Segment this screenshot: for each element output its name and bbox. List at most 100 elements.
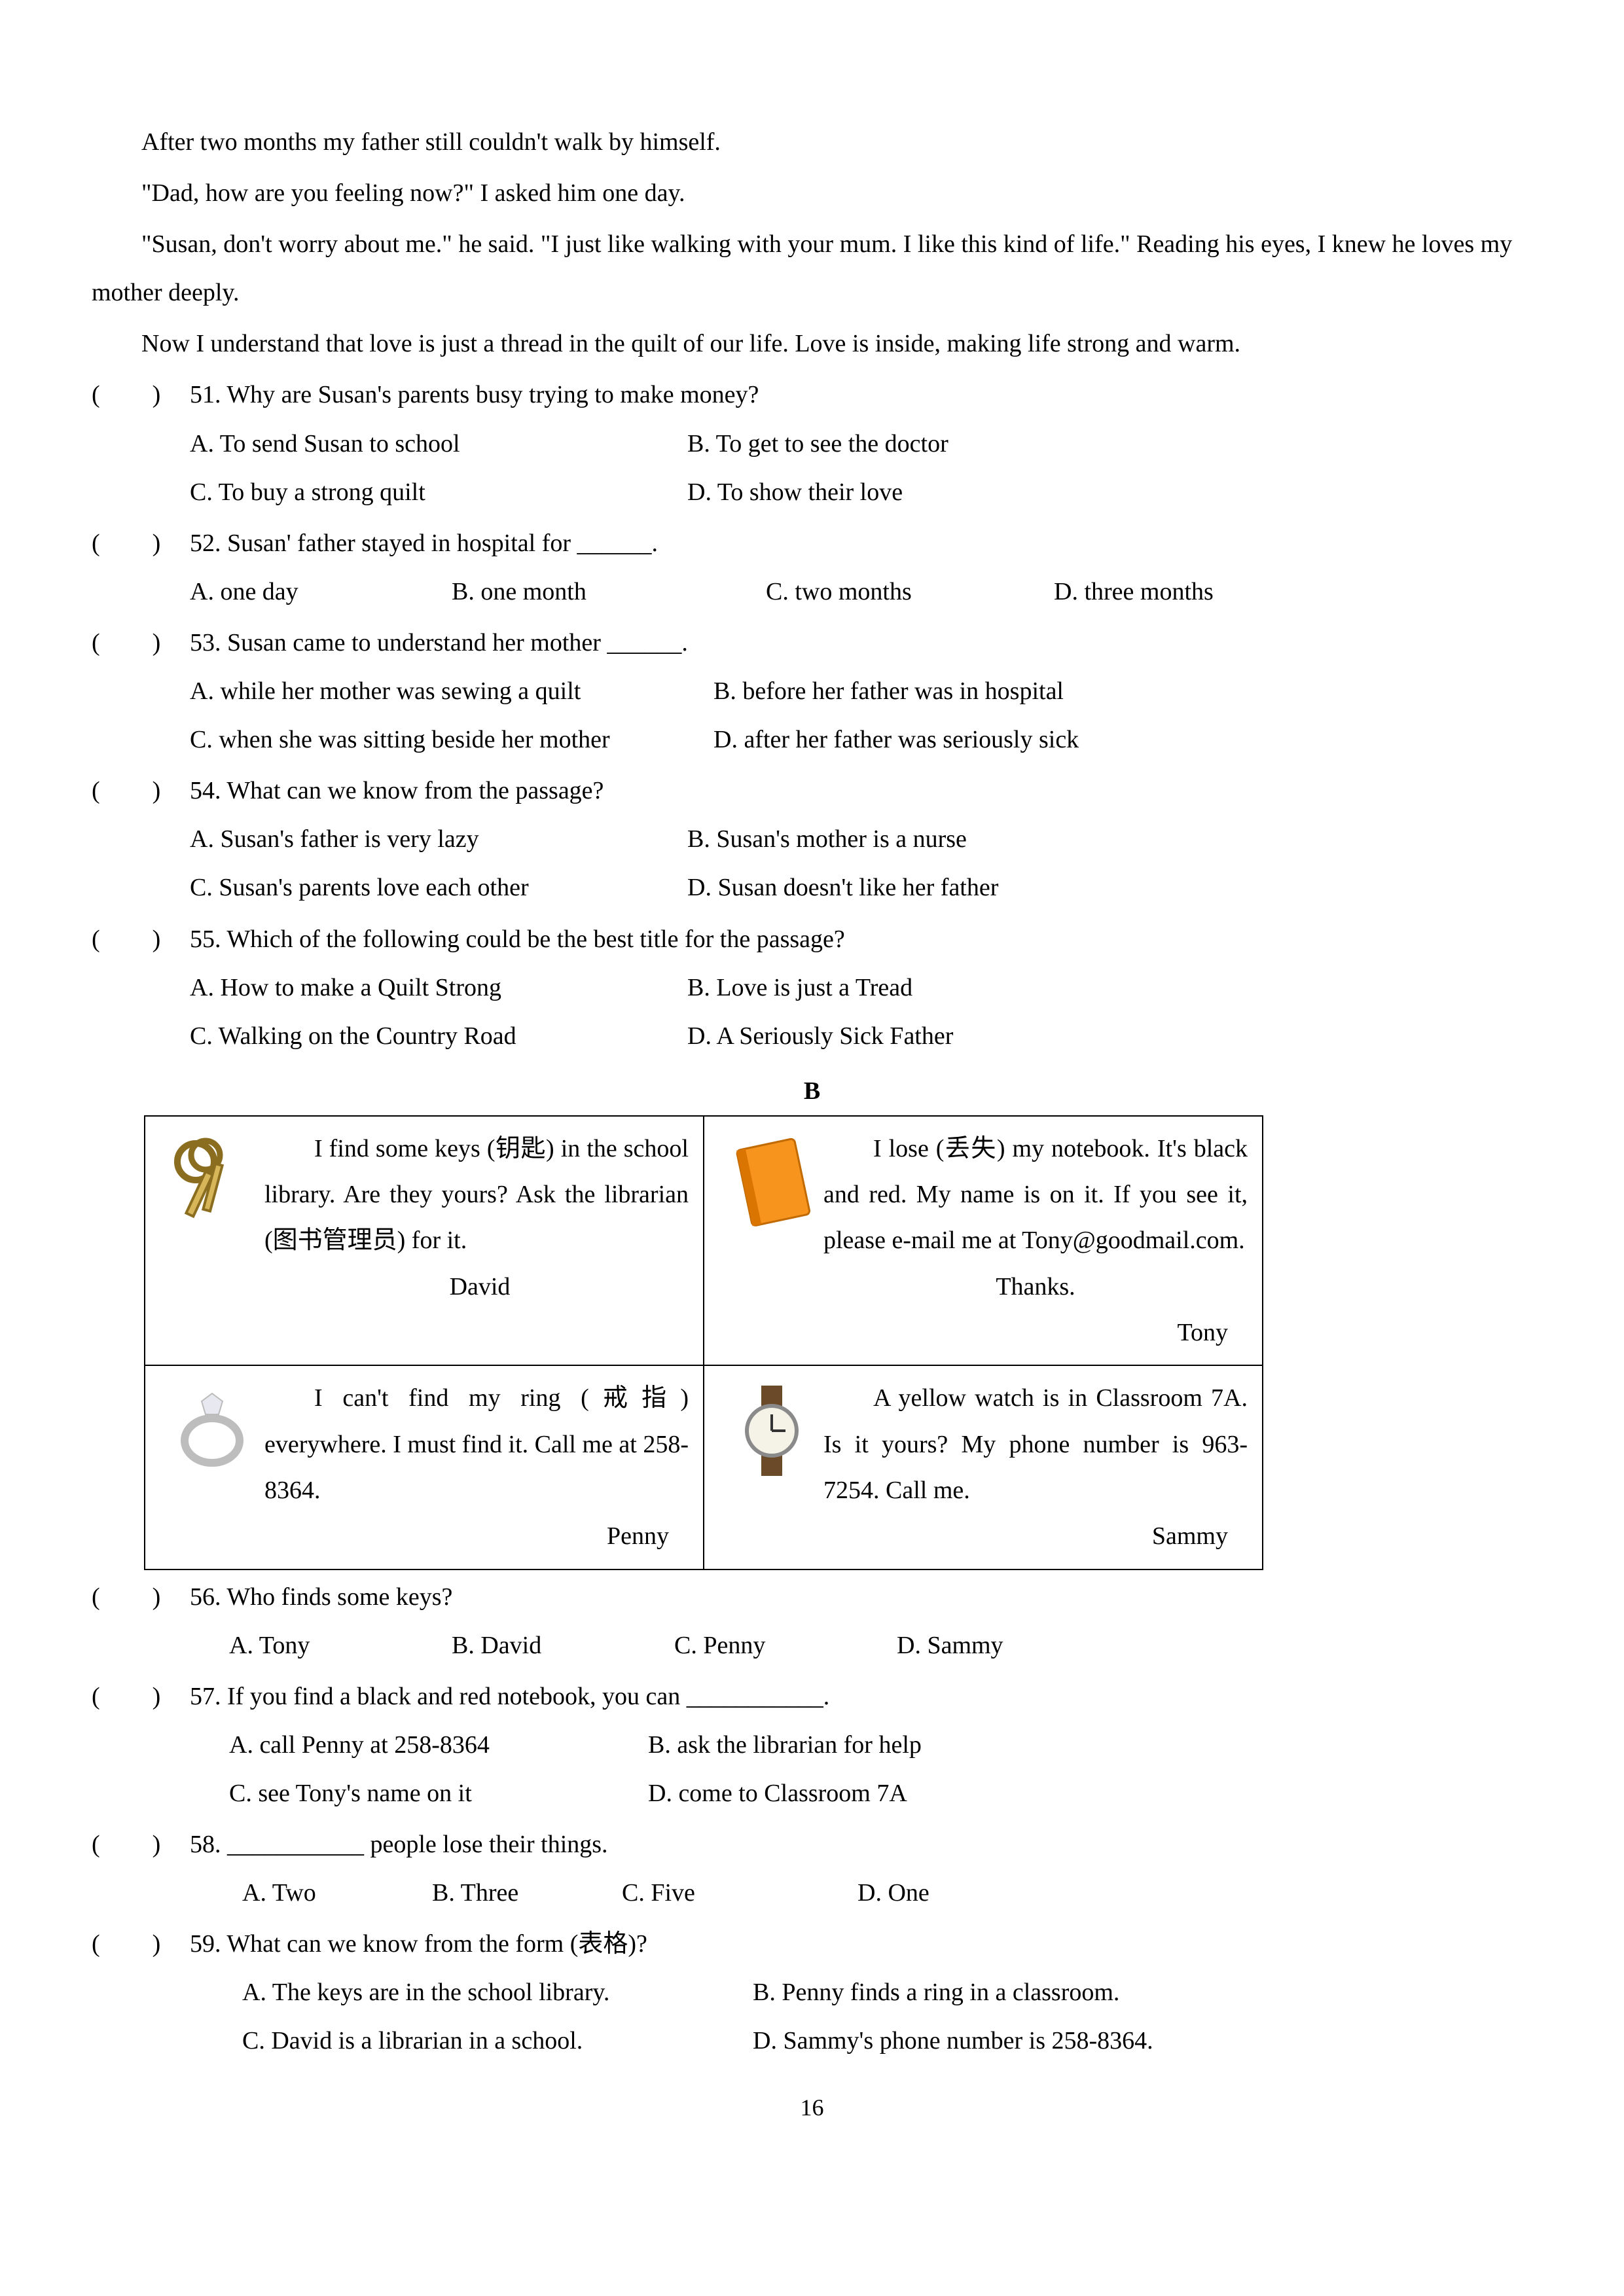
- q57-options-2: C. see Tony's name on it D. come to Clas…: [229, 1769, 1532, 1818]
- passage-p3: "Susan, don't worry about me." he said. …: [92, 220, 1532, 317]
- q58-opt-c[interactable]: C. Five: [622, 1869, 857, 1917]
- ring-icon: [160, 1375, 264, 1559]
- q53-opt-d[interactable]: D. after her father was seriously sick: [713, 715, 1532, 764]
- q51-opt-a[interactable]: A. To send Susan to school: [190, 420, 687, 468]
- passage-p1: After two months my father still couldn'…: [92, 118, 1532, 166]
- q56-options: A. Tony B. David C. Penny D. Sammy: [229, 1621, 1532, 1670]
- q58-opt-d[interactable]: D. One: [857, 1869, 929, 1917]
- q52-options: A. one day B. one month C. two months D.…: [190, 567, 1532, 616]
- q55-opt-b[interactable]: B. Love is just a Tread: [687, 963, 1532, 1012]
- q57-options: A. call Penny at 258-8364 B. ask the lib…: [229, 1721, 1532, 1769]
- q54-options: A. Susan's father is very lazy B. Susan'…: [190, 815, 1532, 863]
- question-text: 55. Which of the following could be the …: [190, 915, 1532, 963]
- notice-penny: I can't find my ring (戒指) everywhere. I …: [145, 1365, 704, 1569]
- q59-opt-c[interactable]: C. David is a librarian in a school.: [242, 2017, 753, 2065]
- answer-blank[interactable]: [92, 766, 190, 815]
- question-text: 54. What can we know from the passage?: [190, 766, 1532, 815]
- q54-opt-b[interactable]: B. Susan's mother is a nurse: [687, 815, 1532, 863]
- question-56: 56. Who finds some keys?: [92, 1573, 1532, 1621]
- q56-opt-a[interactable]: A. Tony: [229, 1621, 452, 1670]
- passage-p2: "Dad, how are you feeling now?" I asked …: [92, 169, 1532, 217]
- q56-opt-c[interactable]: C. Penny: [674, 1621, 897, 1670]
- notice-sammy: A yellow watch is in Classroom 7A. Is it…: [704, 1365, 1263, 1569]
- q58-opt-b[interactable]: B. Three: [432, 1869, 622, 1917]
- answer-blank[interactable]: [92, 915, 190, 963]
- section-b-label: B: [92, 1067, 1532, 1115]
- q51-options: A. To send Susan to school B. To get to …: [190, 420, 1532, 468]
- q54-options-2: C. Susan's parents love each other D. Su…: [190, 863, 1532, 912]
- q57-opt-b[interactable]: B. ask the librarian for help: [648, 1721, 922, 1769]
- q55-opt-c[interactable]: C. Walking on the Country Road: [190, 1012, 687, 1060]
- question-text: 57. If you find a black and red notebook…: [190, 1672, 1532, 1721]
- q57-opt-c[interactable]: C. see Tony's name on it: [229, 1769, 648, 1818]
- q54-opt-a[interactable]: A. Susan's father is very lazy: [190, 815, 687, 863]
- q53-options: A. while her mother was sewing a quilt B…: [190, 667, 1532, 715]
- answer-blank[interactable]: [92, 519, 190, 567]
- q55-opt-a[interactable]: A. How to make a Quilt Strong: [190, 963, 687, 1012]
- q58-options: A. Two B. Three C. Five D. One: [242, 1869, 1532, 1917]
- notice-body: I find some keys (钥匙) in the school libr…: [264, 1126, 689, 1264]
- q55-options-2: C. Walking on the Country Road D. A Seri…: [190, 1012, 1532, 1060]
- notice-sign: Tony: [823, 1310, 1248, 1355]
- question-text: 59. What can we know from the form (表格)?: [190, 1920, 1532, 1968]
- q52-opt-b[interactable]: B. one month: [452, 567, 727, 616]
- question-57: 57. If you find a black and red notebook…: [92, 1672, 1532, 1721]
- q58-opt-a[interactable]: A. Two: [242, 1869, 432, 1917]
- notice-table: I find some keys (钥匙) in the school libr…: [144, 1115, 1263, 1570]
- question-text: 56. Who finds some keys?: [190, 1573, 1532, 1621]
- question-58: 58. ___________ people lose their things…: [92, 1820, 1532, 1869]
- q59-opt-a[interactable]: A. The keys are in the school library.: [242, 1968, 753, 2017]
- q53-options-2: C. when she was sitting beside her mothe…: [190, 715, 1532, 764]
- q59-opt-b[interactable]: B. Penny finds a ring in a classroom.: [753, 1968, 1119, 2017]
- q54-opt-d[interactable]: D. Susan doesn't like her father: [687, 863, 1532, 912]
- page-number: 16: [92, 2085, 1532, 2130]
- question-text: 51. Why are Susan's parents busy trying …: [190, 370, 1532, 419]
- question-51: 51. Why are Susan's parents busy trying …: [92, 370, 1532, 419]
- answer-blank[interactable]: [92, 1672, 190, 1721]
- q53-opt-a[interactable]: A. while her mother was sewing a quilt: [190, 667, 713, 715]
- notice-david: I find some keys (钥匙) in the school libr…: [145, 1116, 704, 1365]
- q52-opt-c[interactable]: C. two months: [766, 567, 1015, 616]
- question-55: 55. Which of the following could be the …: [92, 915, 1532, 963]
- q52-opt-d[interactable]: D. three months: [1054, 567, 1214, 616]
- notice-thanks: Thanks.: [823, 1264, 1248, 1310]
- question-text: 58. ___________ people lose their things…: [190, 1820, 1532, 1869]
- answer-blank[interactable]: [92, 1820, 190, 1869]
- notice-body: A yellow watch is in Classroom 7A. Is it…: [823, 1375, 1248, 1513]
- answer-blank[interactable]: [92, 619, 190, 667]
- notice-sign: David: [264, 1264, 689, 1310]
- q51-opt-b[interactable]: B. To get to see the doctor: [687, 420, 1532, 468]
- q57-opt-d[interactable]: D. come to Classroom 7A: [648, 1769, 907, 1818]
- q56-opt-d[interactable]: D. Sammy: [897, 1621, 1119, 1670]
- notebook-icon: [719, 1126, 823, 1355]
- watch-icon: [719, 1375, 823, 1559]
- question-text: 52. Susan' father stayed in hospital for…: [190, 519, 1532, 567]
- q52-opt-a[interactable]: A. one day: [190, 567, 412, 616]
- notice-tony: I lose (丢失) my notebook. It's black and …: [704, 1116, 1263, 1365]
- q59-opt-d[interactable]: D. Sammy's phone number is 258-8364.: [753, 2017, 1153, 2065]
- q57-opt-a[interactable]: A. call Penny at 258-8364: [229, 1721, 648, 1769]
- q51-opt-d[interactable]: D. To show their love: [687, 468, 1532, 516]
- q53-opt-c[interactable]: C. when she was sitting beside her mothe…: [190, 715, 713, 764]
- q56-opt-b[interactable]: B. David: [452, 1621, 674, 1670]
- answer-blank[interactable]: [92, 1573, 190, 1621]
- question-52: 52. Susan' father stayed in hospital for…: [92, 519, 1532, 567]
- q59-options: A. The keys are in the school library. B…: [242, 1968, 1532, 2065]
- answer-blank[interactable]: [92, 370, 190, 419]
- notice-body: I can't find my ring (戒指) everywhere. I …: [264, 1375, 689, 1513]
- answer-blank[interactable]: [92, 1920, 190, 1968]
- q55-opt-d[interactable]: D. A Seriously Sick Father: [687, 1012, 1532, 1060]
- question-59: 59. What can we know from the form (表格)?: [92, 1920, 1532, 1968]
- question-text: 53. Susan came to understand her mother …: [190, 619, 1532, 667]
- q55-options: A. How to make a Quilt Strong B. Love is…: [190, 963, 1532, 1012]
- question-54: 54. What can we know from the passage?: [92, 766, 1532, 815]
- q51-opt-c[interactable]: C. To buy a strong quilt: [190, 468, 687, 516]
- q53-opt-b[interactable]: B. before her father was in hospital: [713, 667, 1532, 715]
- notice-sign: Sammy: [823, 1513, 1248, 1559]
- notice-sign: Penny: [264, 1513, 689, 1559]
- keys-icon: [160, 1126, 264, 1310]
- question-53: 53. Susan came to understand her mother …: [92, 619, 1532, 667]
- q54-opt-c[interactable]: C. Susan's parents love each other: [190, 863, 687, 912]
- q51-options-2: C. To buy a strong quilt D. To show thei…: [190, 468, 1532, 516]
- passage-p4: Now I understand that love is just a thr…: [92, 319, 1532, 368]
